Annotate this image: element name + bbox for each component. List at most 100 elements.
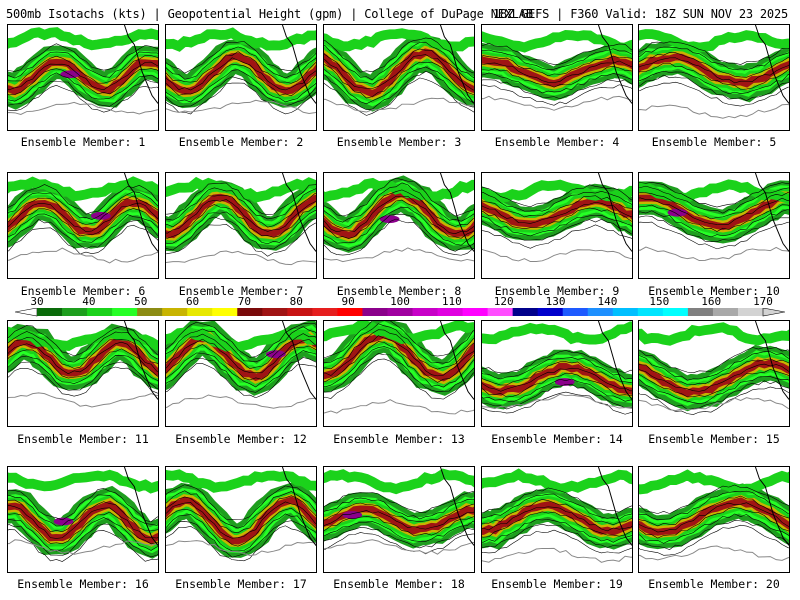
height-contour [166,63,316,97]
height-contour [639,502,789,533]
colorbar-tick-label: 30 [30,295,44,308]
height-contour [639,380,789,410]
coastline [123,467,158,546]
height-contour [639,182,789,208]
colorbar-swatch [187,308,213,316]
colorbar-tick-label: 150 [649,295,670,308]
height-contour [482,218,632,241]
colorbar-tick-label: 70 [237,295,252,308]
height-contour [166,199,316,234]
height-contour [166,99,316,115]
jet-max [53,517,74,526]
height-contour [482,511,632,538]
jet-stream-map [639,173,789,262]
height-contour [482,372,632,398]
height-contour [324,247,474,263]
height-contour [482,42,632,65]
height-contour [482,519,632,543]
height-contour [639,358,789,386]
jet-stream-map [324,173,474,263]
height-contour [482,248,632,263]
jet-max [342,511,363,519]
ensemble-member-map [638,24,790,131]
jet-stream-map [8,467,158,562]
height-contour [482,214,632,237]
height-contour [166,216,316,251]
isotach-band [639,193,789,231]
height-contour [166,363,316,399]
colorbar-tick-label: 170 [753,295,773,308]
height-contour [639,368,789,398]
height-contour [324,532,474,555]
height-contour [639,204,789,232]
colorbar-swatch [137,308,163,316]
coastline [123,173,158,252]
height-contour [482,506,632,532]
coastline [597,321,632,400]
header-title: 500mb Isotachs (kts) | Geopotential Heig… [6,7,533,21]
colorbar-swatch [62,308,88,316]
isotach-band [324,321,474,345]
ensemble-member-map [323,466,475,573]
height-contour [8,361,158,391]
ensemble-member-label: Ensemble Member: 16 [17,577,149,591]
isotach-band [324,28,474,52]
height-contour [324,329,474,370]
height-contour [639,62,789,90]
height-contour [482,350,632,374]
jet-stream-map [166,321,316,409]
height-contour [482,84,632,106]
ensemble-member-map [165,320,317,427]
height-contour [8,494,158,527]
ensemble-member-map [165,466,317,573]
colorbar-swatch [737,308,764,316]
height-contour [639,221,789,250]
height-contour [166,210,316,245]
height-contour [639,397,789,412]
height-contour [166,46,316,80]
isotach-band [8,326,158,351]
height-contour [8,523,158,558]
ensemble-member-label: Ensemble Member: 5 [651,135,777,149]
height-contour [324,177,474,217]
coastline [439,25,474,104]
height-contour [8,68,158,96]
jet-stream-map [482,173,632,263]
ensemble-member-label: Ensemble Member: 13 [333,432,465,446]
height-contour [166,357,316,393]
coastline [123,25,158,104]
colorbar-swatch [587,308,614,316]
colorbar-tick-label: 80 [289,295,303,308]
isotach-band [639,179,789,204]
isotach-band [324,177,474,203]
height-contour [639,513,789,544]
height-contour [639,74,789,101]
colorbar-swatch [212,308,238,316]
isotach-band [166,27,316,52]
height-contour [482,66,632,88]
ensemble-member-label: Ensemble Member: 12 [175,432,307,446]
isotach-band [8,176,158,202]
height-contour [324,399,474,415]
jet-stream-map [166,173,316,266]
height-contour [166,338,316,374]
coastline [439,467,474,546]
ensemble-member-map [481,172,633,279]
colorbar-arrow-left [15,308,38,317]
height-contour [166,520,316,558]
height-contour [639,495,789,527]
height-contour [324,206,474,246]
height-contour [8,488,158,523]
height-contour [166,321,316,358]
colorbar-swatch [537,308,564,316]
height-contour [639,490,789,521]
coastline [439,173,474,252]
height-contour [324,54,474,91]
height-contour [482,391,632,415]
height-contour [166,76,316,107]
height-contour [166,204,316,239]
height-contour [639,545,789,561]
height-contour [8,202,158,232]
height-contour [166,394,316,409]
height-contour [324,539,474,555]
